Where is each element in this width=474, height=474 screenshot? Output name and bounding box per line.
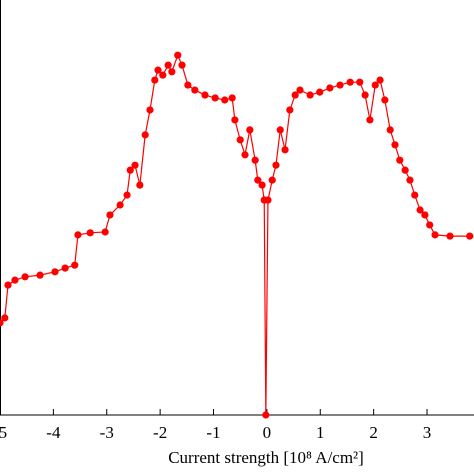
point [11,276,19,284]
point [346,78,354,86]
x-axis-label: Current strength [10⁸ A/cm²] [168,448,364,467]
point [411,191,419,199]
point [366,116,374,124]
point [391,141,399,149]
point [151,76,159,84]
point [174,51,182,59]
point [154,66,162,74]
point [371,81,379,89]
point [61,264,69,272]
point [71,261,79,269]
point [361,91,369,99]
point [431,231,439,239]
point [316,88,324,96]
point [386,126,394,134]
point [258,181,266,189]
point [221,96,229,104]
point [74,231,82,239]
point [126,166,134,174]
point [356,78,364,86]
point [401,166,409,174]
x-tick-label: -2 [153,423,167,442]
point [184,81,192,89]
point [141,131,149,139]
point [21,273,29,281]
point [291,91,299,99]
point [262,411,270,419]
point [211,94,219,102]
x-tick-label: 3 [423,423,432,442]
point [1,314,9,322]
point [246,126,254,134]
series-line [0,53,470,416]
point [159,71,167,79]
point [446,232,454,240]
x-tick-label: -5 [0,423,7,442]
point [231,116,239,124]
point [426,221,434,229]
point [336,81,344,89]
point [272,161,280,169]
point [286,106,294,114]
point [101,228,109,236]
x-tick-label: -4 [46,423,61,442]
point [281,146,289,154]
point [381,96,389,104]
point [228,94,236,102]
point [106,211,114,219]
point [4,281,12,289]
x-tick-label: 2 [369,423,378,442]
point [326,84,334,92]
point [123,191,131,199]
point [396,156,404,164]
point [201,91,209,99]
point [116,201,124,209]
point [51,268,59,276]
point [36,271,44,279]
point [376,76,384,84]
x-tick-label: -3 [100,423,114,442]
point [136,181,144,189]
point [146,106,154,114]
point [296,86,304,94]
x-tick-label: -1 [206,423,220,442]
x-tick-label: 0 [263,423,272,442]
point [406,176,414,184]
point [236,136,244,144]
point [251,156,259,164]
point [466,232,474,240]
point [131,161,139,169]
point [416,206,424,214]
point [191,86,199,94]
point [254,176,262,184]
point [0,319,4,327]
point [268,176,276,184]
point [276,126,284,134]
point [164,61,172,69]
point [264,196,272,204]
point [168,68,176,76]
point [306,91,314,99]
point [421,211,429,219]
x-tick-label: 1 [316,423,325,442]
point [178,61,186,69]
point [241,151,249,159]
point [86,229,94,237]
